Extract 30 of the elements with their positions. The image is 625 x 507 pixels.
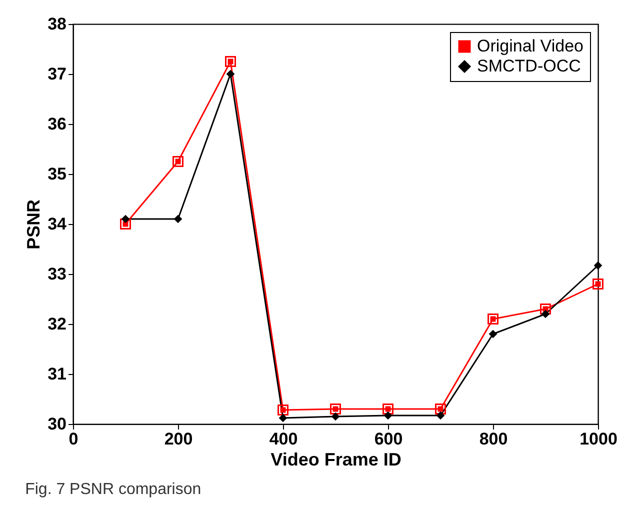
point xyxy=(540,304,551,314)
x-tick-label: 200 xyxy=(164,430,193,448)
x-axis-title: Video Frame ID xyxy=(270,450,402,470)
point xyxy=(225,56,236,67)
y-tick-label: 34 xyxy=(48,214,68,234)
x-tick-label: 600 xyxy=(374,430,403,448)
legend-label: Original Video xyxy=(477,36,584,56)
y-tick-label: 35 xyxy=(48,164,66,184)
point xyxy=(278,404,288,416)
y-tick-label: 32 xyxy=(48,314,66,334)
x-tick-label: 400 xyxy=(269,430,298,448)
legend-label: SMCTD-OCC xyxy=(477,56,581,76)
point xyxy=(382,404,394,414)
point xyxy=(435,404,446,414)
y-tick-label: 38 xyxy=(48,14,66,34)
point xyxy=(488,314,498,324)
point xyxy=(120,218,131,230)
y-axis-title: PSNR xyxy=(24,199,44,250)
x-tick-label: 800 xyxy=(479,430,508,448)
point xyxy=(172,156,184,167)
x-tick-label: 0 xyxy=(68,430,78,448)
y-tick-label: 36 xyxy=(48,114,66,134)
x-tick-label: 1000 xyxy=(580,430,618,448)
y-tick-label: 30 xyxy=(48,414,66,434)
caption: Fig. 7 PSNR comparison xyxy=(25,481,202,498)
y-tick-label: 33 xyxy=(48,264,66,284)
y-tick-label: 37 xyxy=(48,64,66,84)
point xyxy=(330,404,341,414)
y-tick-label: 31 xyxy=(48,364,66,384)
point xyxy=(592,278,604,290)
